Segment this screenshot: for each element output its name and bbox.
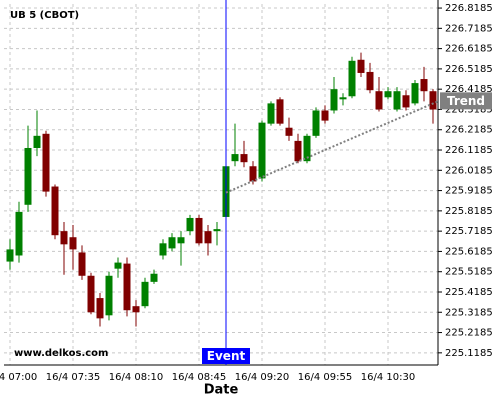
candle-body (15, 211, 23, 256)
candle-body (60, 231, 68, 245)
candle-body (366, 71, 374, 91)
candle-body (204, 231, 212, 244)
candle-body (195, 217, 203, 244)
candle-body (411, 83, 419, 104)
event-label-box (202, 348, 250, 364)
candle-body (177, 237, 185, 244)
candle-body (348, 60, 356, 97)
y-tick-label: 226.6185 (445, 44, 493, 55)
candle-body (294, 140, 302, 162)
candle-body (87, 275, 95, 313)
candle-body (132, 306, 140, 313)
candle-body (375, 91, 383, 110)
x-axis-label: Date (204, 383, 239, 398)
candle-body (249, 166, 257, 182)
candle-body (393, 91, 401, 110)
chart-title: UB 5 (CBOT) (10, 10, 79, 21)
candle-body (6, 249, 14, 262)
y-tick-label: 226.8185 (445, 3, 493, 14)
x-tick-label: 16/4 10:30 (361, 372, 415, 383)
trend-label-box (440, 92, 492, 110)
candle-body (420, 79, 428, 92)
candle-body (240, 154, 248, 163)
candle-body (24, 147, 32, 205)
x-tick-label: 16/4 07:35 (46, 372, 100, 383)
y-tick-label: 225.5185 (445, 267, 493, 278)
y-tick-label: 225.4185 (445, 287, 493, 298)
x-tick-label: 16/4 07:00 (0, 372, 37, 383)
x-tick-label: 16/4 09:55 (298, 372, 352, 383)
y-tick-label: 225.7185 (445, 226, 493, 237)
candle-body (357, 59, 365, 73)
candle-body (339, 97, 347, 100)
y-tick-label: 225.3185 (445, 307, 493, 318)
trend-label: Trend (447, 94, 485, 108)
candle-body (159, 243, 167, 256)
candle-body (123, 263, 131, 311)
y-tick-label: 225.8185 (445, 206, 493, 217)
candle-body (285, 127, 293, 136)
y-tick-label: 226.4185 (445, 84, 493, 95)
candle-body (141, 281, 149, 307)
y-tick-label: 225.1185 (445, 348, 493, 359)
candle-body (258, 122, 266, 179)
x-tick-label: 16/4 09:20 (235, 372, 289, 383)
candle-body (267, 103, 275, 124)
candle-body (429, 91, 437, 110)
candle-body (114, 262, 122, 269)
x-tick-label: 16/4 08:45 (172, 372, 226, 383)
event-label: Event (207, 349, 246, 363)
y-tick-label: 226.7185 (445, 23, 493, 34)
candle-body (231, 154, 239, 162)
candle-body (276, 99, 284, 124)
y-tick-label: 226.2185 (445, 125, 493, 136)
candle-body (321, 110, 329, 121)
y-tick-label: 226.5185 (445, 64, 493, 75)
y-tick-label: 225.2185 (445, 328, 493, 339)
candle-body (51, 186, 59, 236)
candle-body (402, 95, 410, 108)
watermark: www.delkos.com (14, 348, 108, 359)
candle-body (384, 91, 392, 98)
candle-body (303, 135, 311, 162)
y-tick-label: 225.9185 (445, 186, 493, 197)
candle-body (42, 133, 50, 192)
candle-body (33, 135, 41, 148)
y-tick-label: 226.0185 (445, 165, 493, 176)
candle-body (78, 252, 86, 276)
candle-body (330, 89, 338, 111)
y-tick-label: 226.1185 (445, 145, 493, 156)
candle-body (69, 237, 77, 250)
y-tick-label: 226.3185 (445, 104, 493, 115)
candle-body (186, 217, 194, 232)
y-tick-label: 225.6185 (445, 246, 493, 257)
candle-body (312, 110, 320, 136)
candle-body (168, 237, 176, 249)
candle-body (96, 298, 104, 319)
trend-line (225, 100, 439, 194)
plot: 225.1185 225.2185 225.3185 225.4185 225.5185… (0, 0, 493, 383)
candle-body (105, 275, 113, 316)
candle-body (150, 273, 158, 282)
x-tick-label: 16/4 08:10 (109, 372, 163, 383)
candle-body (213, 229, 221, 232)
